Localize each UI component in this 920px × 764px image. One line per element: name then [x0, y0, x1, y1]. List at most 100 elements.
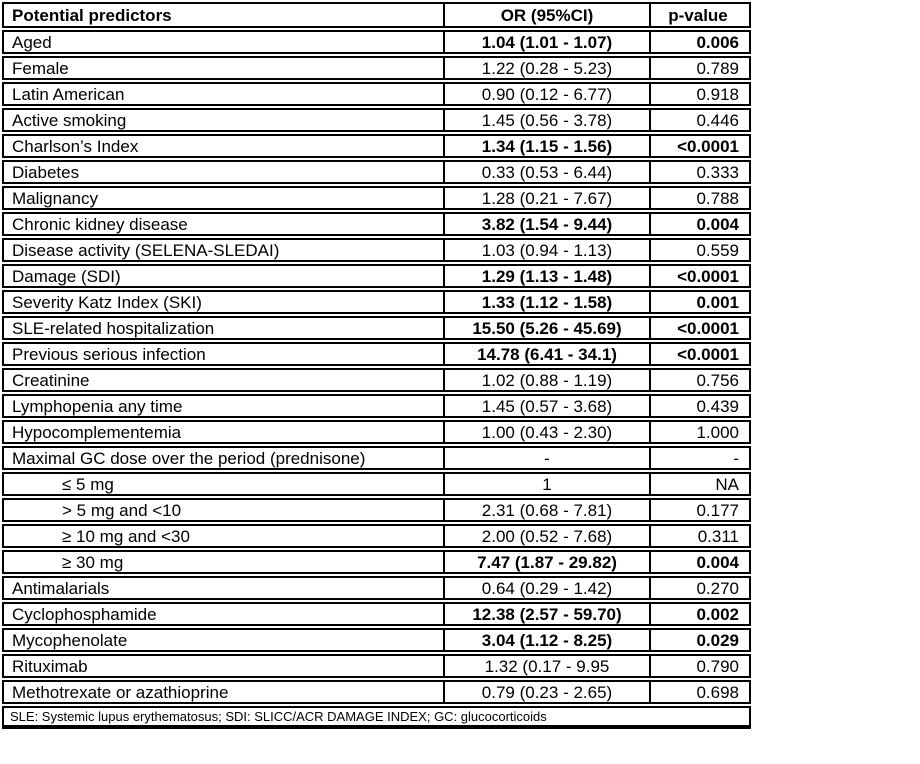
p-value: 0.446: [649, 110, 745, 130]
p-value: 0.788: [649, 188, 745, 208]
p-value: 0.698: [649, 682, 745, 702]
p-value: <0.0001: [649, 266, 745, 286]
column-header-pvalue: p-value: [649, 4, 745, 26]
predictor-label: Antimalarials: [12, 578, 110, 598]
table-row: Rituximab 1.32 (0.17 - 9.95 0.790: [2, 654, 751, 678]
predictor-label: ≥ 10 mg and <30: [62, 526, 190, 546]
predictor-label: Mycophenolate: [12, 630, 128, 650]
table-row: Maximal GC dose over the period (prednis…: [2, 446, 751, 470]
predictor-label: Creatinine: [12, 370, 90, 390]
table-row: ≥ 30 mg 7.47 (1.87 - 29.82) 0.004: [2, 550, 751, 574]
predictor-label: Disease activity (SELENA-SLEDAI): [12, 240, 280, 260]
p-value: 0.756: [649, 370, 745, 390]
or-ci-value: 1.22 (0.28 - 5.23): [443, 58, 649, 78]
p-value: 0.439: [649, 396, 745, 416]
p-value: 0.789: [649, 58, 745, 78]
or-ci-value: 12.38 (2.57 - 59.70): [443, 604, 649, 624]
or-ci-value: 1.02 (0.88 - 1.19): [443, 370, 649, 390]
or-ci-value: 1.45 (0.57 - 3.68): [443, 396, 649, 416]
predictor-label: > 5 mg and <10: [62, 500, 182, 520]
table-row: Diabetes 0.33 (0.53 - 6.44) 0.333: [2, 160, 751, 184]
predictor-label: SLE-related hospitalization: [12, 318, 215, 338]
table-row: Methotrexate or azathioprine 0.79 (0.23 -…: [2, 680, 751, 704]
p-value: 0.177: [649, 500, 745, 520]
table-row: Lymphopenia any time 1.45 (0.57 - 3.68) 0.…: [2, 394, 751, 418]
table-header-row: Potential predictors OR (95%CI) p-value: [2, 2, 751, 28]
predictor-label: ≤ 5 mg: [62, 474, 114, 494]
or-ci-value: -: [443, 448, 649, 468]
p-value: 0.311: [649, 526, 745, 546]
or-ci-value: 2.00 (0.52 - 7.68): [443, 526, 649, 546]
p-value: 0.002: [649, 604, 745, 624]
or-ci-value: 14.78 (6.41 - 34.1): [443, 344, 649, 364]
p-value: 0.559: [649, 240, 745, 260]
table-row: Severity Katz Index (SKI) 1.33 (1.12 - 1.…: [2, 290, 751, 314]
p-value: <0.0001: [649, 136, 745, 156]
table-footnote-row: SLE: Systemic lupus erythematosus; SDI: …: [2, 706, 751, 729]
predictor-label: Charlson’s Index: [12, 136, 139, 156]
predictor-label: Latin American: [12, 84, 125, 104]
predictor-label: Malignancy: [12, 188, 98, 208]
table-row: Hypocomplementemia 1.00 (0.43 - 2.30) 1.00…: [2, 420, 751, 444]
predictor-label: Rituximab: [12, 656, 88, 676]
or-ci-value: 1.04 (1.01 - 1.07): [443, 32, 649, 52]
p-value: 0.004: [649, 552, 745, 572]
footnote-text: SLE: Systemic lupus erythematosus; SDI: …: [10, 709, 547, 724]
or-ci-value: 1: [443, 474, 649, 494]
or-ci-value: 0.90 (0.12 - 6.77): [443, 84, 649, 104]
table-row: > 5 mg and <10 2.31 (0.68 - 7.81) 0.177: [2, 498, 751, 522]
or-ci-value: 1.33 (1.12 - 1.58): [443, 292, 649, 312]
table-row: Chronic kidney disease 3.82 (1.54 - 9.44)…: [2, 212, 751, 236]
or-ci-value: 1.34 (1.15 - 1.56): [443, 136, 649, 156]
or-ci-value: 3.04 (1.12 - 8.25): [443, 630, 649, 650]
predictor-label: Cyclophosphamide: [12, 604, 157, 624]
p-value: 0.790: [649, 656, 745, 676]
table-row: Cyclophosphamide 12.38 (2.57 - 59.70) 0.00…: [2, 602, 751, 626]
predictor-label: Female: [12, 58, 69, 78]
or-ci-value: 15.50 (5.26 - 45.69): [443, 318, 649, 338]
or-ci-value: 3.82 (1.54 - 9.44): [443, 214, 649, 234]
or-ci-value: 1.32 (0.17 - 9.95: [443, 656, 649, 676]
table-row: SLE-related hospitalization 15.50 (5.26 -…: [2, 316, 751, 340]
predictor-label: Previous serious infection: [12, 344, 206, 364]
p-value: NA: [649, 474, 745, 494]
p-value: -: [649, 448, 745, 468]
predictor-label: ≥ 30 mg: [62, 552, 124, 572]
table-row: Damage (SDI) 1.29 (1.13 - 1.48) <0.0001: [2, 264, 751, 288]
or-ci-value: 1.00 (0.43 - 2.30): [443, 422, 649, 442]
table-row: Creatinine 1.02 (0.88 - 1.19) 0.756: [2, 368, 751, 392]
p-value: 0.270: [649, 578, 745, 598]
table-row: Charlson’s Index 1.34 (1.15 - 1.56) <0.000…: [2, 134, 751, 158]
p-value: 0.029: [649, 630, 745, 650]
predictor-label: Hypocomplementemia: [12, 422, 182, 442]
or-ci-value: 2.31 (0.68 - 7.81): [443, 500, 649, 520]
p-value: 0.001: [649, 292, 745, 312]
column-header-predictors: Potential predictors: [12, 5, 172, 25]
table-body: Aged 1.04 (1.01 - 1.07) 0.006 Female 1.22 (0…: [2, 30, 751, 704]
predictor-label: Active smoking: [12, 110, 127, 130]
table-row: Aged 1.04 (1.01 - 1.07) 0.006: [2, 30, 751, 54]
or-ci-value: 1.03 (0.94 - 1.13): [443, 240, 649, 260]
table-row: Active smoking 1.45 (0.56 - 3.78) 0.446: [2, 108, 751, 132]
or-ci-value: 1.28 (0.21 - 7.67): [443, 188, 649, 208]
predictor-label: Diabetes: [12, 162, 80, 182]
predictor-label: Chronic kidney disease: [12, 214, 188, 234]
or-ci-value: 0.33 (0.53 - 6.44): [443, 162, 649, 182]
table-row: Mycophenolate 3.04 (1.12 - 8.25) 0.029: [2, 628, 751, 652]
p-value: 0.006: [649, 32, 745, 52]
p-value: 1.000: [649, 422, 745, 442]
table-row: Previous serious infection 14.78 (6.41 - …: [2, 342, 751, 366]
table-row: Latin American 0.90 (0.12 - 6.77) 0.918: [2, 82, 751, 106]
table-row: ≥ 10 mg and <30 2.00 (0.52 - 7.68) 0.311: [2, 524, 751, 548]
p-value: 0.004: [649, 214, 745, 234]
or-ci-value: 7.47 (1.87 - 29.82): [443, 552, 649, 572]
or-ci-value: 1.29 (1.13 - 1.48): [443, 266, 649, 286]
p-value: 0.918: [649, 84, 745, 104]
predictor-label: Severity Katz Index (SKI): [12, 292, 202, 312]
column-header-or: OR (95%CI): [443, 4, 649, 26]
table-row: Antimalarials 0.64 (0.29 - 1.42) 0.270: [2, 576, 751, 600]
table-row: Female 1.22 (0.28 - 5.23) 0.789: [2, 56, 751, 80]
predictors-table: Potential predictors OR (95%CI) p-value …: [2, 2, 751, 729]
or-ci-value: 0.64 (0.29 - 1.42): [443, 578, 649, 598]
